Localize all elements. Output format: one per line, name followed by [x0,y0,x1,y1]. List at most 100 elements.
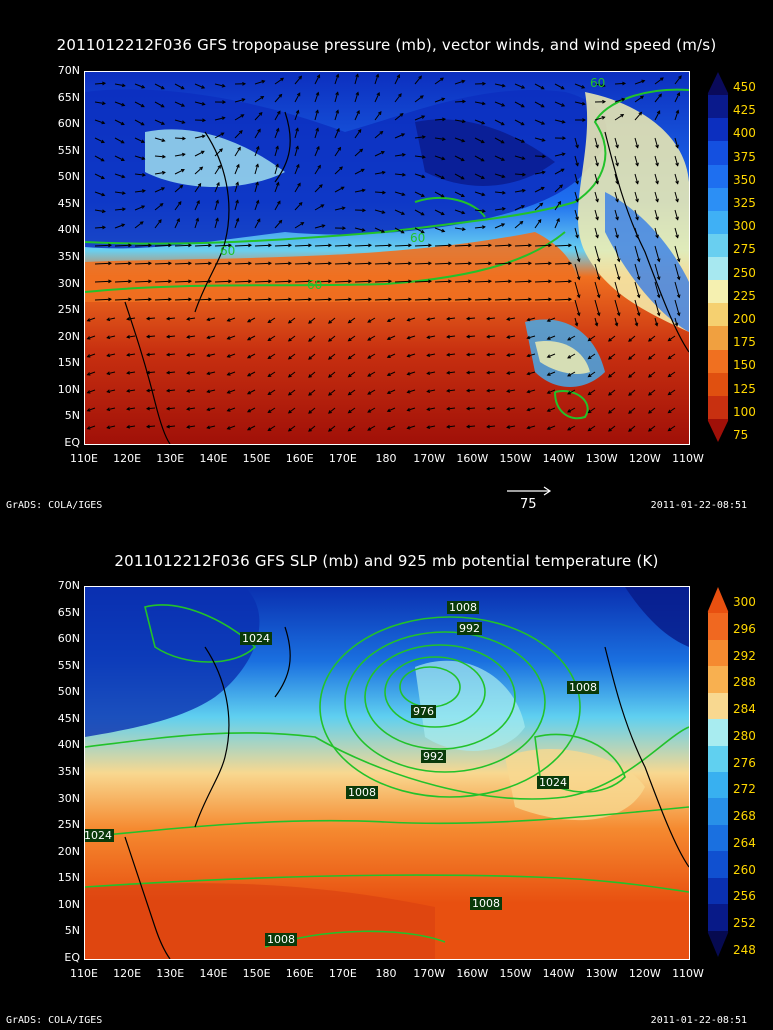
wind-vector-head [667,373,672,378]
wind-vector [614,173,619,184]
wind-vector [194,166,203,175]
wind-vector [247,317,256,323]
wind-vector-head [461,119,466,124]
wind-vector [514,280,532,283]
wind-vector-head [676,312,681,317]
wind-vector [87,407,96,412]
wind-vector-head [616,312,621,317]
wind-vector [114,208,126,211]
wind-vector [214,148,223,157]
colorbar-segment [707,904,729,931]
colorbar-segment [707,719,729,746]
wind-vector-head [540,186,545,191]
wind-vector-head [506,407,511,411]
wind-vector [454,191,465,197]
wind-vector [567,353,576,359]
wind-vector [394,209,405,215]
wind-vector-head [347,409,352,414]
latitude-label: 5N [64,924,80,938]
wind-vector [268,407,276,413]
wind-vector [594,263,600,280]
wind-vector-head [308,243,313,248]
wind-vector [214,200,219,211]
wind-vector [374,244,392,247]
wind-vector-head [106,335,111,340]
wind-vector-head [635,198,639,203]
wind-vector-head [360,168,365,173]
wind-vector-head [506,317,511,321]
wind-vector [534,187,545,193]
wind-vector-head [106,389,111,394]
wind-vector [554,184,563,193]
wind-vector [474,119,485,125]
latitude-label: 30N [57,791,80,805]
wind-vector [534,137,545,142]
wind-vector [447,317,456,320]
wind-vector [94,226,106,229]
latitude-label: 70N [57,579,80,592]
wind-vector-head [500,139,505,144]
wind-vector-head [596,294,601,299]
wind-vector-head [465,334,470,339]
wind-vector-head [596,276,601,281]
wind-vector [314,244,332,247]
wind-vector [414,191,425,197]
footer-credit: GrADS: COLA/IGES [6,500,103,511]
wind-vector-head [86,408,91,412]
wind-vector [567,389,576,395]
isobar-label-box [240,632,272,645]
wind-vector-head [628,356,632,360]
wind-vector-head [215,217,219,222]
wind-vector-head [206,317,211,322]
wind-vector-head [181,103,186,107]
wind-vector-head [648,392,652,396]
wind-vector [628,371,636,378]
wind-vector [328,425,336,432]
wind-vector-head [208,261,213,266]
wind-vector-head [635,180,639,185]
isobar-label-box [470,897,502,910]
isobar-label-box [457,622,482,635]
wind-vector-head [381,210,386,214]
wind-vector-head [368,243,373,248]
wind-vector [194,83,205,89]
wind-vector [454,173,465,180]
wind-vector-head [548,297,553,302]
wind-vector [654,110,661,121]
wind-vector-head [656,276,661,281]
wind-vector-head [206,407,211,412]
wind-vector-head [295,145,299,150]
wind-vector [547,425,556,430]
wind-vector-head [574,322,579,327]
wind-vector [194,150,205,157]
wind-vector-head [161,121,166,125]
wind-vector-head [428,279,433,284]
wind-vector-head [481,120,486,125]
wind-vector [234,182,239,193]
wind-vector-head [126,388,131,393]
wind-vector-head [268,261,273,266]
wind-vector [466,317,476,320]
wind-vector [174,185,183,193]
wind-vector-head [541,121,546,125]
wind-vector [134,190,145,193]
wind-vector [547,371,556,376]
wind-vector [234,218,239,229]
wind-vector-head [222,100,227,104]
wind-vector-head [508,243,513,248]
wind-vector-head [315,109,319,114]
wind-vector [187,425,196,428]
isobar-label: 992 [459,622,480,635]
latitude-label: 55N [57,143,80,157]
wind-vector [354,227,365,231]
wind-vector [654,281,660,298]
wind-vector-head [676,294,681,299]
wind-vector-head [508,261,513,266]
wind-vector [608,371,616,378]
wind-vector [288,389,296,396]
wind-vector-head [486,316,491,321]
wind-vector [214,165,221,175]
wind-vector-head [587,355,592,360]
colorbar-segment [707,824,729,852]
wind-vector-head [628,410,632,414]
